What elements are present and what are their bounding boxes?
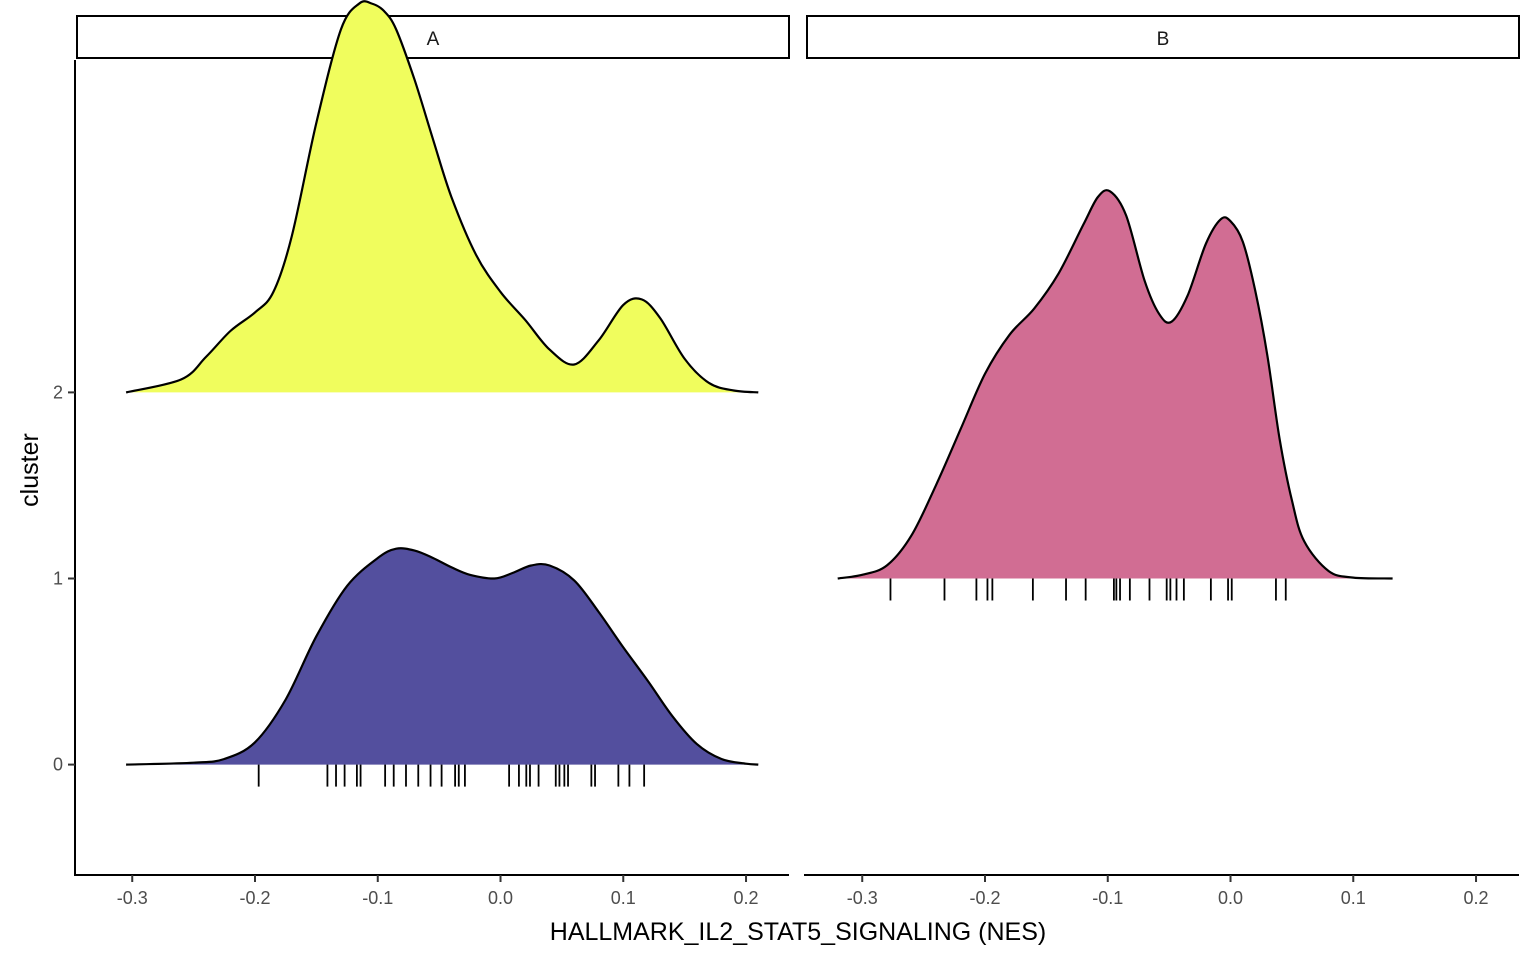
- ridge-outline: [125, 0, 759, 394]
- facet-strip: [806, 15, 1520, 59]
- y-tick-label: 2: [53, 382, 63, 402]
- x-tick-label: -0.3: [847, 888, 878, 908]
- ridge-outline: [837, 189, 1393, 580]
- facet-strip-label: A: [427, 29, 440, 50]
- facet-strip: [76, 15, 790, 59]
- x-tick-label: -0.1: [362, 888, 393, 908]
- ridge-fill: [126, 548, 759, 765]
- facet-strip-label: B: [1157, 29, 1170, 50]
- ridge-cluster-2: [125, 0, 759, 394]
- x-tick-label: 0.0: [488, 888, 513, 908]
- y-tick-label: 1: [53, 569, 63, 589]
- x-tick-label: 0.2: [1464, 888, 1489, 908]
- x-tick-label: -0.3: [117, 888, 148, 908]
- panel-a: A -0.3 -0.2 -0.1 0.0 0.1 0.2: [74, 0, 790, 908]
- y-axis-title: cluster: [16, 433, 44, 507]
- x-axis-panel-b: -0.3 -0.2 -0.1 0.0 0.1 0.2: [804, 874, 1519, 908]
- x-tick-label: -0.1: [1092, 888, 1123, 908]
- x-tick-label: 0.1: [611, 888, 636, 908]
- x-axis-panel-a: -0.3 -0.2 -0.1 0.0 0.1 0.2: [74, 874, 789, 908]
- y-ticks: 0 1 2: [53, 382, 75, 775]
- ridge-fill: [126, 1, 759, 393]
- ridge-fill: [837, 190, 1393, 579]
- panel-b: B -0.3 -0.2 -0.1 0.0 0.1 0.2: [804, 15, 1520, 908]
- x-tick-label: 0.1: [1341, 888, 1366, 908]
- ridge-cluster-0: [126, 547, 759, 787]
- ridge-cluster-1: [837, 189, 1393, 601]
- x-tick-label: 0.2: [734, 888, 759, 908]
- ridge-outline: [126, 547, 759, 766]
- x-tick-label: 0.0: [1218, 888, 1243, 908]
- x-axis-title: HALLMARK_IL2_STAT5_SIGNALING (NES): [550, 918, 1046, 946]
- y-axis: 0 1 2: [53, 60, 76, 876]
- x-tick-label: -0.2: [969, 888, 1000, 908]
- chart-panels: A -0.3 -0.2 -0.1 0.0 0.1 0.2 B -0.3 -0.2 -0.1 0.0 0.…: [74, 0, 1520, 908]
- y-tick-label: 0: [53, 755, 63, 775]
- x-tick-label: -0.2: [239, 888, 270, 908]
